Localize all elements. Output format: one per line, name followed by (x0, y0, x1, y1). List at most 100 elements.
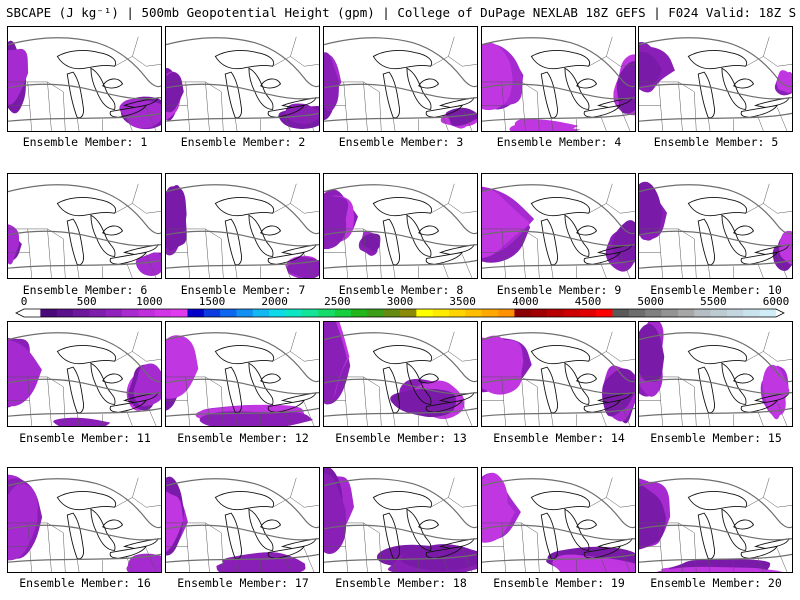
height-contour (8, 524, 161, 541)
height-contour (639, 37, 792, 88)
colorbar-swatch (73, 309, 90, 317)
map-graphic (8, 331, 161, 426)
colorbar-swatch (285, 309, 303, 317)
height-contour (639, 259, 792, 269)
cape-shading (8, 337, 161, 426)
height-contour (324, 478, 477, 529)
height-contour (8, 407, 161, 417)
colorbar-tick-label: 5000 (637, 295, 664, 308)
cape-area (8, 483, 38, 561)
cape-area (656, 566, 768, 572)
cape-area (166, 71, 184, 113)
great-lakes-outline (56, 345, 159, 414)
colorbar-swatch (432, 309, 450, 317)
map-graphic (324, 322, 477, 426)
colorbar-swatch (350, 309, 368, 317)
cape-colorbar: 0 500 1000 1500 2000 2500 3000 3500 4000 4500 5000… (14, 295, 789, 319)
great-lakes-outline (530, 491, 633, 560)
ensemble-map-panel-14 (481, 321, 636, 427)
map-graphic (8, 183, 161, 278)
colorbar-graphic (15, 308, 785, 318)
colorbar-swatch (465, 309, 483, 317)
height-contour (639, 184, 792, 235)
state-borders (166, 183, 319, 278)
colorbar-swatch (498, 309, 515, 317)
colorbar-swatch (334, 309, 352, 317)
colorbar-swatch (187, 309, 205, 317)
map-graphic (482, 472, 635, 572)
cape-area (324, 474, 347, 555)
cape-area (8, 339, 42, 407)
cape-area (482, 472, 508, 543)
colorbar-swatch (24, 309, 41, 317)
height-contour (639, 553, 792, 563)
colorbar-swatch (154, 309, 172, 317)
colorbar-swatch (563, 309, 581, 317)
height-contour (639, 83, 792, 100)
cape-area (133, 363, 161, 407)
colorbar-swatch (694, 309, 711, 317)
great-lakes-outline (530, 50, 633, 119)
height-contour (8, 259, 161, 269)
height-contour (324, 37, 477, 88)
colorbar-swatch (661, 309, 679, 317)
map-graphic (482, 36, 635, 131)
colorbar-swatch (759, 309, 777, 317)
cape-area (324, 195, 349, 250)
state-borders (8, 331, 161, 426)
cape-shading (8, 40, 161, 130)
colorbar-swatch (579, 309, 597, 317)
height-contour (166, 37, 319, 88)
ensemble-member-label: Ensemble Member: 1 (22, 135, 148, 149)
ensemble-map-panel-15 (638, 321, 793, 427)
ensemble-map-panel-4 (481, 26, 636, 132)
ensemble-map-panel-11 (7, 321, 162, 427)
state-borders (324, 331, 477, 426)
cape-area (8, 224, 20, 265)
cape-area (166, 491, 184, 553)
ensemble-member-label: Ensemble Member: 20 (650, 576, 782, 590)
cape-area (482, 337, 524, 386)
cape-shading (8, 224, 161, 276)
colorbar-swatch (236, 309, 254, 317)
cape-area (777, 71, 792, 93)
state-borders (482, 183, 635, 278)
colorbar-tick-label: 3500 (449, 295, 476, 308)
map-graphic (324, 468, 477, 572)
colorbar-swatch (367, 309, 384, 317)
height-contour (639, 524, 792, 541)
cape-area (119, 98, 161, 129)
height-contour (482, 378, 635, 395)
colorbar-swatch (171, 309, 188, 317)
height-contour (482, 230, 635, 247)
ensemble-map-panel-16 (7, 467, 162, 573)
height-contour (324, 553, 477, 563)
colorbar-swatch (530, 309, 548, 317)
map-graphic (639, 181, 792, 278)
state-borders (482, 36, 635, 131)
ensemble-member-label: Ensemble Member: 12 (177, 431, 309, 445)
cape-area (779, 230, 792, 265)
colorbar-swatch (220, 309, 237, 317)
cape-area (361, 233, 381, 252)
height-contour (639, 478, 792, 529)
colorbar-swatch (318, 309, 335, 317)
map-graphic (8, 36, 161, 131)
colorbar-swatch (56, 309, 74, 317)
ensemble-member-label: Ensemble Member: 4 (496, 135, 622, 149)
map-graphic (166, 331, 319, 426)
cape-area (222, 552, 306, 572)
colorbar-swatch (416, 309, 433, 317)
height-contour (324, 112, 477, 122)
great-lakes-outline (372, 50, 475, 119)
colorbar-swatch (514, 309, 532, 317)
map-graphic (482, 183, 635, 278)
height-contour (482, 259, 635, 269)
great-lakes-outline (214, 345, 317, 414)
cape-area (199, 411, 314, 426)
cape-area (8, 48, 29, 105)
colorbar-swatch (203, 309, 221, 317)
ensemble-map-panel-5 (638, 26, 793, 132)
colorbar-tick-label: 6000 (762, 295, 790, 308)
height-contour (639, 378, 792, 395)
